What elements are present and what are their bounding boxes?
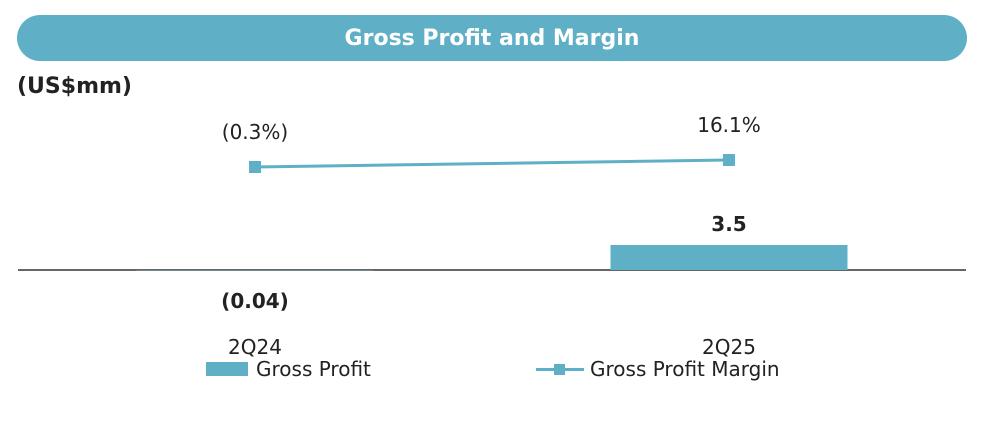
line-value-label-2q25: 16.1% <box>697 113 761 137</box>
marker-gross-profit-margin-2q25 <box>723 154 735 166</box>
x-tick-label-2q24: 2Q24 <box>228 335 282 359</box>
legend-item-gross-profit-margin: Gross Profit Margin <box>536 357 780 381</box>
legend-line-swatch <box>536 362 584 376</box>
marker-gross-profit-margin-2q24 <box>249 161 261 173</box>
bar-gross-profit-2q25 <box>610 245 848 270</box>
legend: Gross Profit Gross Profit Margin <box>0 357 1000 381</box>
legend-bar-swatch <box>206 362 248 376</box>
unit-label: (US$mm) <box>17 74 132 99</box>
chart-title: Gross Profit and Margin <box>344 25 640 51</box>
chart-title-banner: Gross Profit and Margin <box>17 15 967 61</box>
bar-value-label-2q25: 3.5 <box>711 212 746 236</box>
bar-value-label-2q24: (0.04) <box>221 289 289 313</box>
legend-label-gross-profit: Gross Profit <box>256 357 371 381</box>
line-value-label-2q24: (0.3%) <box>222 120 288 144</box>
legend-label-gross-profit-margin: Gross Profit Margin <box>590 357 780 381</box>
legend-item-gross-profit: Gross Profit <box>206 357 371 381</box>
line-gross-profit-margin <box>254 158 730 169</box>
x-tick-label-2q25: 2Q25 <box>702 335 756 359</box>
